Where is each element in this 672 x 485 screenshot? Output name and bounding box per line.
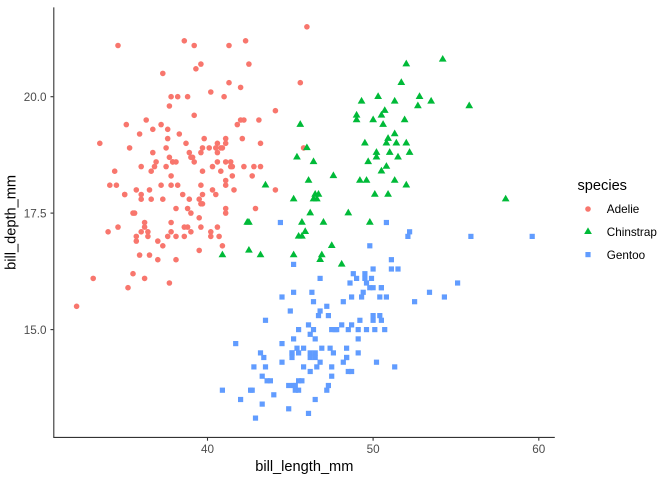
svg-text:bill_depth_mm: bill_depth_mm (4, 175, 20, 270)
svg-text:15.0: 15.0 (24, 324, 47, 337)
svg-text:Adelie: Adelie (607, 203, 640, 216)
svg-text:bill_length_mm: bill_length_mm (255, 459, 353, 475)
svg-text:20.0: 20.0 (24, 91, 47, 104)
svg-text:17.5: 17.5 (24, 207, 47, 220)
svg-text:Chinstrap: Chinstrap (607, 226, 658, 239)
svg-text:60: 60 (532, 443, 546, 456)
svg-text:40: 40 (201, 443, 215, 456)
svg-text:Gentoo: Gentoo (607, 249, 646, 262)
svg-text:species: species (578, 178, 627, 194)
svg-text:50: 50 (367, 443, 381, 456)
